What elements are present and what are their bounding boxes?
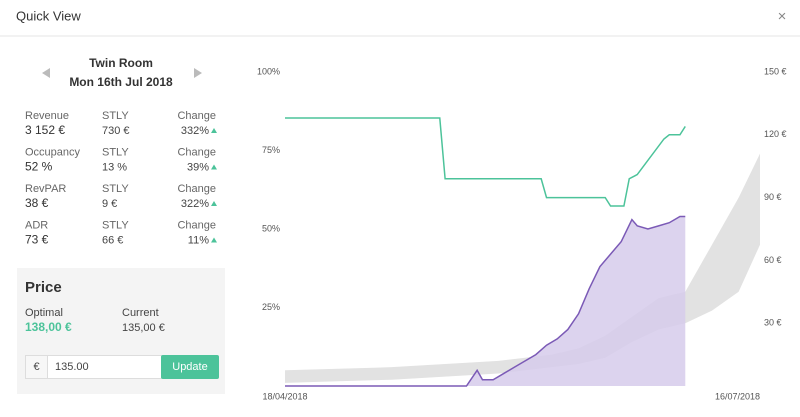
metric-label: Revenue (25, 110, 69, 122)
y-tick-label: 75% (262, 145, 280, 155)
y2-tick-label: 30 € (764, 318, 782, 328)
change-value: 11% (188, 234, 209, 246)
change-value: 39% (187, 161, 209, 173)
y-tick-label: 50% (262, 223, 280, 233)
y-tick-label: 25% (262, 302, 280, 312)
chart: 25% 50% 75% 100% 30 € 60 € 90 € 120 € 150 € 18/04… (257, 66, 787, 401)
stly-label: STLY (102, 146, 129, 158)
room-name: Twin Room (89, 56, 153, 70)
metric-label: ADR (25, 219, 48, 231)
change-value: 322% (181, 198, 209, 210)
metric-label: RevPAR (25, 183, 66, 195)
y2-tick-label: 150 € (764, 66, 787, 76)
optimal-value: 138,00 € (25, 320, 72, 334)
y2-tick-label: 90 € (764, 192, 782, 202)
stly-value: 13 % (102, 161, 127, 173)
prev-arrow[interactable] (42, 68, 50, 78)
series-line (285, 117, 686, 207)
change-value: 332% (181, 125, 209, 137)
metric-value: 38 € (25, 196, 49, 210)
metric-value: 3 152 € (25, 123, 65, 137)
up-arrow (211, 237, 217, 243)
update-label: Update (172, 361, 207, 373)
change-label: Change (177, 219, 216, 231)
stly-value: 66 € (102, 234, 123, 246)
currency-box (25, 355, 48, 379)
up-arrow (211, 201, 217, 206)
stly-label: STLY (102, 110, 129, 122)
input-value: 135.00 (55, 361, 89, 373)
optimal-label: Optimal (25, 307, 63, 319)
x-tick-label: 18/04/2018 (262, 391, 307, 401)
y-tick-label: 100% (257, 66, 280, 76)
currency: € (33, 361, 39, 373)
series-area (285, 216, 686, 386)
y2-tick-label: 120 € (764, 129, 787, 139)
stly-value: 9 € (102, 198, 117, 210)
metric-value: 52 % (25, 160, 53, 174)
metric-value: 73 € (25, 233, 49, 247)
change-label: Change (177, 110, 216, 122)
up-arrow (211, 164, 217, 170)
update-button[interactable] (161, 355, 219, 379)
title: Quick View (16, 8, 81, 23)
x-tick-label: 16/07/2018 (715, 391, 760, 401)
stly-label: STLY (102, 183, 129, 195)
room-date: Mon 16th Jul 2018 (69, 75, 173, 89)
current-label: Current (122, 307, 159, 319)
close-button[interactable]: × (778, 8, 787, 25)
next-arrow[interactable] (194, 68, 202, 78)
change-label: Change (177, 146, 216, 158)
stly-value: 730 € (102, 125, 130, 137)
price-title: Price (25, 279, 62, 296)
stly-label: STLY (102, 219, 129, 231)
current-value: 135,00 € (122, 322, 165, 334)
y2-tick-label: 60 € (764, 255, 782, 265)
metric-label: Occupancy (25, 146, 81, 158)
change-label: Change (177, 183, 216, 195)
series-line (285, 215, 686, 387)
up-arrow (211, 128, 217, 133)
